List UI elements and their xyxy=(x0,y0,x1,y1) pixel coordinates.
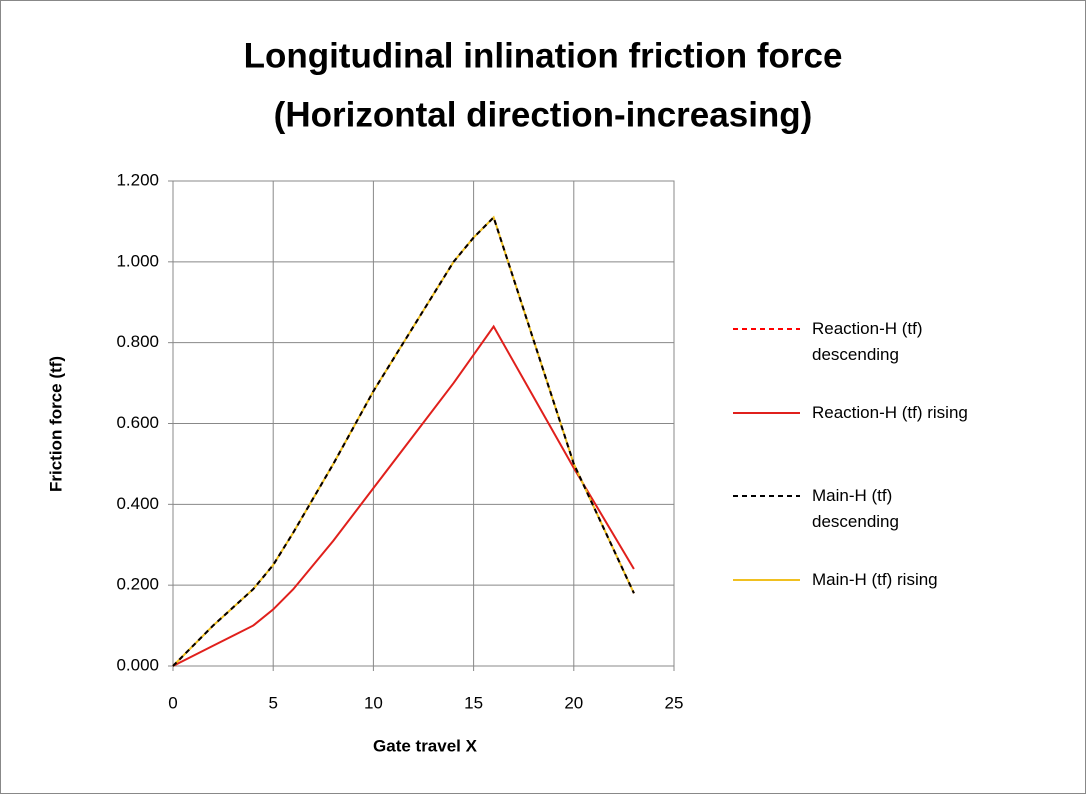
legend-label: Reaction-H (tf) descending xyxy=(812,319,923,364)
y-tick-label: 0.600 xyxy=(116,413,159,432)
series-line xyxy=(172,324,635,667)
chart-title: Longitudinal inlination friction force xyxy=(244,36,843,75)
y-tick-label: 0.400 xyxy=(116,494,159,513)
x-tick-label: 25 xyxy=(665,693,684,712)
x-tick-label: 10 xyxy=(364,693,383,712)
legend-label: Main-H (tf) rising xyxy=(812,570,938,589)
chart-title: (Horizontal direction-increasing) xyxy=(274,95,813,134)
x-tick-label: 0 xyxy=(168,693,177,712)
series-line xyxy=(172,215,635,667)
y-tick-label: 0.800 xyxy=(116,332,159,351)
y-axis-label: Friction force (tf) xyxy=(46,356,65,492)
x-tick-label: 5 xyxy=(268,693,277,712)
x-tick-label: 15 xyxy=(464,693,483,712)
legend-label: Reaction-H (tf) rising xyxy=(812,403,968,422)
y-tick-label: 0.200 xyxy=(116,575,159,594)
y-tick-label: 1.200 xyxy=(116,170,159,189)
legend-label: Main-H (tf) descending xyxy=(812,486,899,531)
y-tick-label: 0.000 xyxy=(116,655,159,674)
y-tick-label: 1.000 xyxy=(116,251,159,270)
x-axis-label: Gate travel X xyxy=(373,736,478,755)
x-tick-label: 20 xyxy=(564,693,583,712)
